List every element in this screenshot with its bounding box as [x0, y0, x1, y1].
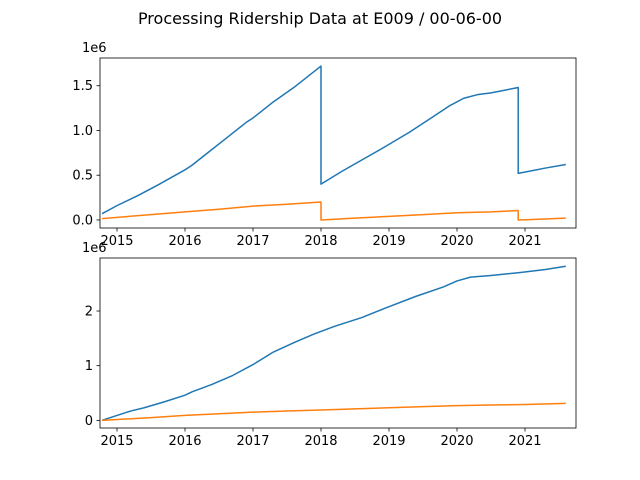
- x-tick-label: 2017: [236, 234, 269, 249]
- figure-title: Processing Ridership Data at E009 / 00-0…: [138, 9, 502, 28]
- x-tick-label: 2016: [168, 434, 201, 449]
- y-tick-label: 1: [85, 359, 93, 374]
- x-tick-label: 2020: [440, 234, 473, 249]
- x-tick-label: 2021: [508, 434, 541, 449]
- series-2-line: [101, 201, 566, 221]
- y-tick-label: 2: [85, 305, 93, 320]
- x-tick-label: 2019: [372, 234, 405, 249]
- x-tick-label: 2020: [440, 434, 473, 449]
- x-tick-label: 2017: [236, 434, 269, 449]
- axes-frame: [99, 257, 577, 429]
- top-subplot: 2015 2016 2017 2018 2019 2020 2021 0.0 0.5 1.0 1.5…: [72, 41, 577, 249]
- x-tick-label: 2018: [304, 434, 337, 449]
- y-tick-label: 1.0: [72, 124, 93, 139]
- series-2-line: [101, 402, 566, 422]
- y-tick-label: 0.0: [72, 213, 93, 228]
- x-tick-label: 2018: [304, 234, 337, 249]
- x-tick-label: 2015: [100, 234, 133, 249]
- x-tick-label: 2021: [508, 234, 541, 249]
- x-tick-label: 2016: [168, 234, 201, 249]
- y-offset-label: 1e6: [82, 241, 107, 256]
- axes-frame: [99, 57, 577, 229]
- y-tick-label: 0.5: [72, 169, 93, 184]
- x-tick-label: 2019: [372, 434, 405, 449]
- bottom-subplot: 2015 2016 2017 2018 2019 2020 2021 0 1 2 1e6: [82, 241, 577, 449]
- series-1-line: [101, 65, 566, 215]
- series-1-line: [101, 265, 566, 422]
- y-tick-label: 0: [85, 414, 93, 429]
- y-tick-label: 1.5: [72, 79, 93, 94]
- y-offset-label: 1e6: [82, 41, 107, 56]
- x-tick-label: 2015: [100, 434, 133, 449]
